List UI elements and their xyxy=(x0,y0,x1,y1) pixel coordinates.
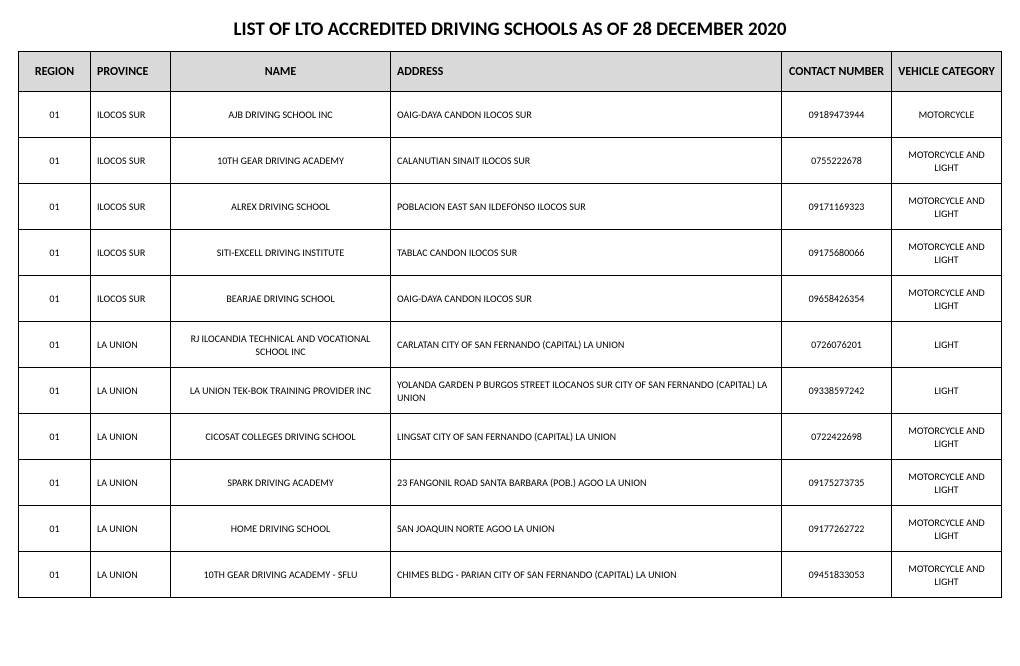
cell-address: OAIG-DAYA CANDON ILOCOS SUR xyxy=(391,276,782,322)
cell-region: 01 xyxy=(19,138,91,184)
cell-contact: 09451833053 xyxy=(782,552,892,598)
table-row: 01LA UNIONLA UNION TEK-BOK TRAINING PROV… xyxy=(19,368,1002,414)
cell-province: LA UNION xyxy=(91,414,171,460)
col-header-address: ADDRESS xyxy=(391,52,782,92)
table-row: 01LA UNIONSPARK DRIVING ACADEMY23 FANGON… xyxy=(19,460,1002,506)
col-header-name: NAME xyxy=(171,52,391,92)
cell-contact: 09658426354 xyxy=(782,276,892,322)
cell-category: MOTORCYCLE AND LIGHT xyxy=(892,414,1002,460)
cell-contact: 0726076201 xyxy=(782,322,892,368)
cell-region: 01 xyxy=(19,92,91,138)
cell-region: 01 xyxy=(19,414,91,460)
cell-province: ILOCOS SUR xyxy=(91,276,171,322)
cell-category: MOTORCYCLE AND LIGHT xyxy=(892,138,1002,184)
cell-address: LINGSAT CITY OF SAN FERNANDO (CAPITAL) L… xyxy=(391,414,782,460)
cell-address: OAIG-DAYA CANDON ILOCOS SUR xyxy=(391,92,782,138)
cell-category: MOTORCYCLE AND LIGHT xyxy=(892,552,1002,598)
cell-province: ILOCOS SUR xyxy=(91,230,171,276)
cell-region: 01 xyxy=(19,276,91,322)
cell-name: CICOSAT COLLEGES DRIVING SCHOOL xyxy=(171,414,391,460)
table-row: 01LA UNION10TH GEAR DRIVING ACADEMY - SF… xyxy=(19,552,1002,598)
table-row: 01ILOCOS SURBEARJAE DRIVING SCHOOLOAIG-D… xyxy=(19,276,1002,322)
table-row: 01LA UNIONRJ ILOCANDIA TECHNICAL AND VOC… xyxy=(19,322,1002,368)
cell-address: CALANUTIAN SINAIT ILOCOS SUR xyxy=(391,138,782,184)
col-header-region: REGION xyxy=(19,52,91,92)
cell-province: ILOCOS SUR xyxy=(91,184,171,230)
page-title: LIST OF LTO ACCREDITED DRIVING SCHOOLS A… xyxy=(18,18,1002,41)
cell-region: 01 xyxy=(19,368,91,414)
cell-name: SITI-EXCELL DRIVING INSTITUTE xyxy=(171,230,391,276)
cell-contact: 09338597242 xyxy=(782,368,892,414)
cell-address: CHIMES BLDG - PARIAN CITY OF SAN FERNAND… xyxy=(391,552,782,598)
cell-region: 01 xyxy=(19,460,91,506)
table-row: 01ILOCOS SURALREX DRIVING SCHOOLPOBLACIO… xyxy=(19,184,1002,230)
cell-name: HOME DRIVING SCHOOL xyxy=(171,506,391,552)
cell-contact: 0755222678 xyxy=(782,138,892,184)
cell-address: YOLANDA GARDEN P BURGOS STREET ILOCANOS … xyxy=(391,368,782,414)
cell-name: AJB DRIVING SCHOOL INC xyxy=(171,92,391,138)
cell-name: LA UNION TEK-BOK TRAINING PROVIDER INC xyxy=(171,368,391,414)
cell-name: 10TH GEAR DRIVING ACADEMY xyxy=(171,138,391,184)
cell-category: MOTORCYCLE AND LIGHT xyxy=(892,184,1002,230)
cell-address: 23 FANGONIL ROAD SANTA BARBARA (POB.) AG… xyxy=(391,460,782,506)
cell-contact: 09171169323 xyxy=(782,184,892,230)
cell-name: SPARK DRIVING ACADEMY xyxy=(171,460,391,506)
table-row: 01ILOCOS SUR10TH GEAR DRIVING ACADEMYCAL… xyxy=(19,138,1002,184)
cell-category: MOTORCYCLE xyxy=(892,92,1002,138)
table-row: 01ILOCOS SURSITI-EXCELL DRIVING INSTITUT… xyxy=(19,230,1002,276)
cell-contact: 09175680066 xyxy=(782,230,892,276)
cell-region: 01 xyxy=(19,322,91,368)
cell-contact: 0722422698 xyxy=(782,414,892,460)
cell-category: MOTORCYCLE AND LIGHT xyxy=(892,506,1002,552)
cell-category: LIGHT xyxy=(892,322,1002,368)
cell-province: ILOCOS SUR xyxy=(91,92,171,138)
cell-category: MOTORCYCLE AND LIGHT xyxy=(892,230,1002,276)
cell-region: 01 xyxy=(19,230,91,276)
col-header-contact: CONTACT NUMBER xyxy=(782,52,892,92)
cell-province: LA UNION xyxy=(91,368,171,414)
cell-address: CARLATAN CITY OF SAN FERNANDO (CAPITAL) … xyxy=(391,322,782,368)
cell-name: ALREX DRIVING SCHOOL xyxy=(171,184,391,230)
cell-region: 01 xyxy=(19,552,91,598)
cell-province: ILOCOS SUR xyxy=(91,138,171,184)
cell-province: LA UNION xyxy=(91,460,171,506)
cell-category: MOTORCYCLE AND LIGHT xyxy=(892,460,1002,506)
cell-contact: 09175273735 xyxy=(782,460,892,506)
cell-contact: 09189473944 xyxy=(782,92,892,138)
cell-name: RJ ILOCANDIA TECHNICAL AND VOCATIONAL SC… xyxy=(171,322,391,368)
cell-address: POBLACION EAST SAN ILDEFONSO ILOCOS SUR xyxy=(391,184,782,230)
table-header-row: REGION PROVINCE NAME ADDRESS CONTACT NUM… xyxy=(19,52,1002,92)
cell-name: BEARJAE DRIVING SCHOOL xyxy=(171,276,391,322)
cell-region: 01 xyxy=(19,506,91,552)
cell-province: LA UNION xyxy=(91,506,171,552)
cell-province: LA UNION xyxy=(91,552,171,598)
cell-region: 01 xyxy=(19,184,91,230)
cell-address: TABLAC CANDON ILOCOS SUR xyxy=(391,230,782,276)
cell-contact: 09177262722 xyxy=(782,506,892,552)
cell-category: MOTORCYCLE AND LIGHT xyxy=(892,276,1002,322)
cell-province: LA UNION xyxy=(91,322,171,368)
table-row: 01ILOCOS SURAJB DRIVING SCHOOL INCOAIG-D… xyxy=(19,92,1002,138)
table-row: 01LA UNIONCICOSAT COLLEGES DRIVING SCHOO… xyxy=(19,414,1002,460)
cell-address: SAN JOAQUIN NORTE AGOO LA UNION xyxy=(391,506,782,552)
table-row: 01LA UNIONHOME DRIVING SCHOOLSAN JOAQUIN… xyxy=(19,506,1002,552)
cell-category: LIGHT xyxy=(892,368,1002,414)
col-header-category: VEHICLE CATEGORY xyxy=(892,52,1002,92)
col-header-province: PROVINCE xyxy=(91,52,171,92)
schools-table: REGION PROVINCE NAME ADDRESS CONTACT NUM… xyxy=(18,51,1002,598)
cell-name: 10TH GEAR DRIVING ACADEMY - SFLU xyxy=(171,552,391,598)
